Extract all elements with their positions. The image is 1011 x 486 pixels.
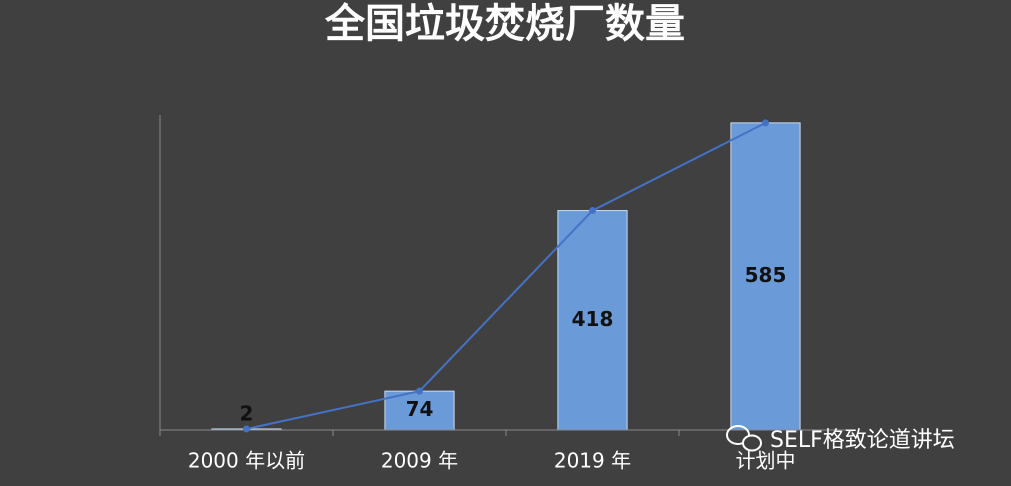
x-tick-label: 计划中 bbox=[736, 449, 796, 473]
x-tick-label: 2019 年 bbox=[554, 449, 631, 473]
watermark-icon bbox=[726, 425, 762, 452]
line-marker bbox=[416, 387, 423, 395]
data-label: 418 bbox=[572, 307, 614, 331]
data-label: 74 bbox=[406, 397, 434, 421]
x-tick-label: 2009 年 bbox=[381, 449, 458, 473]
bar bbox=[557, 210, 628, 431]
line-marker bbox=[762, 119, 769, 127]
bar bbox=[384, 390, 455, 431]
line bbox=[246, 121, 766, 430]
data-label: 2 bbox=[240, 402, 254, 426]
watermark: SELF格致论道讲坛 bbox=[770, 428, 955, 453]
x-tick-label: 2000 年以前 bbox=[188, 449, 305, 473]
line-marker bbox=[243, 425, 250, 433]
bar bbox=[730, 122, 801, 431]
data-label: 585 bbox=[745, 263, 787, 287]
chart-title: 全国垃圾焚烧厂数量 bbox=[324, 1, 685, 47]
line-marker bbox=[589, 207, 596, 215]
